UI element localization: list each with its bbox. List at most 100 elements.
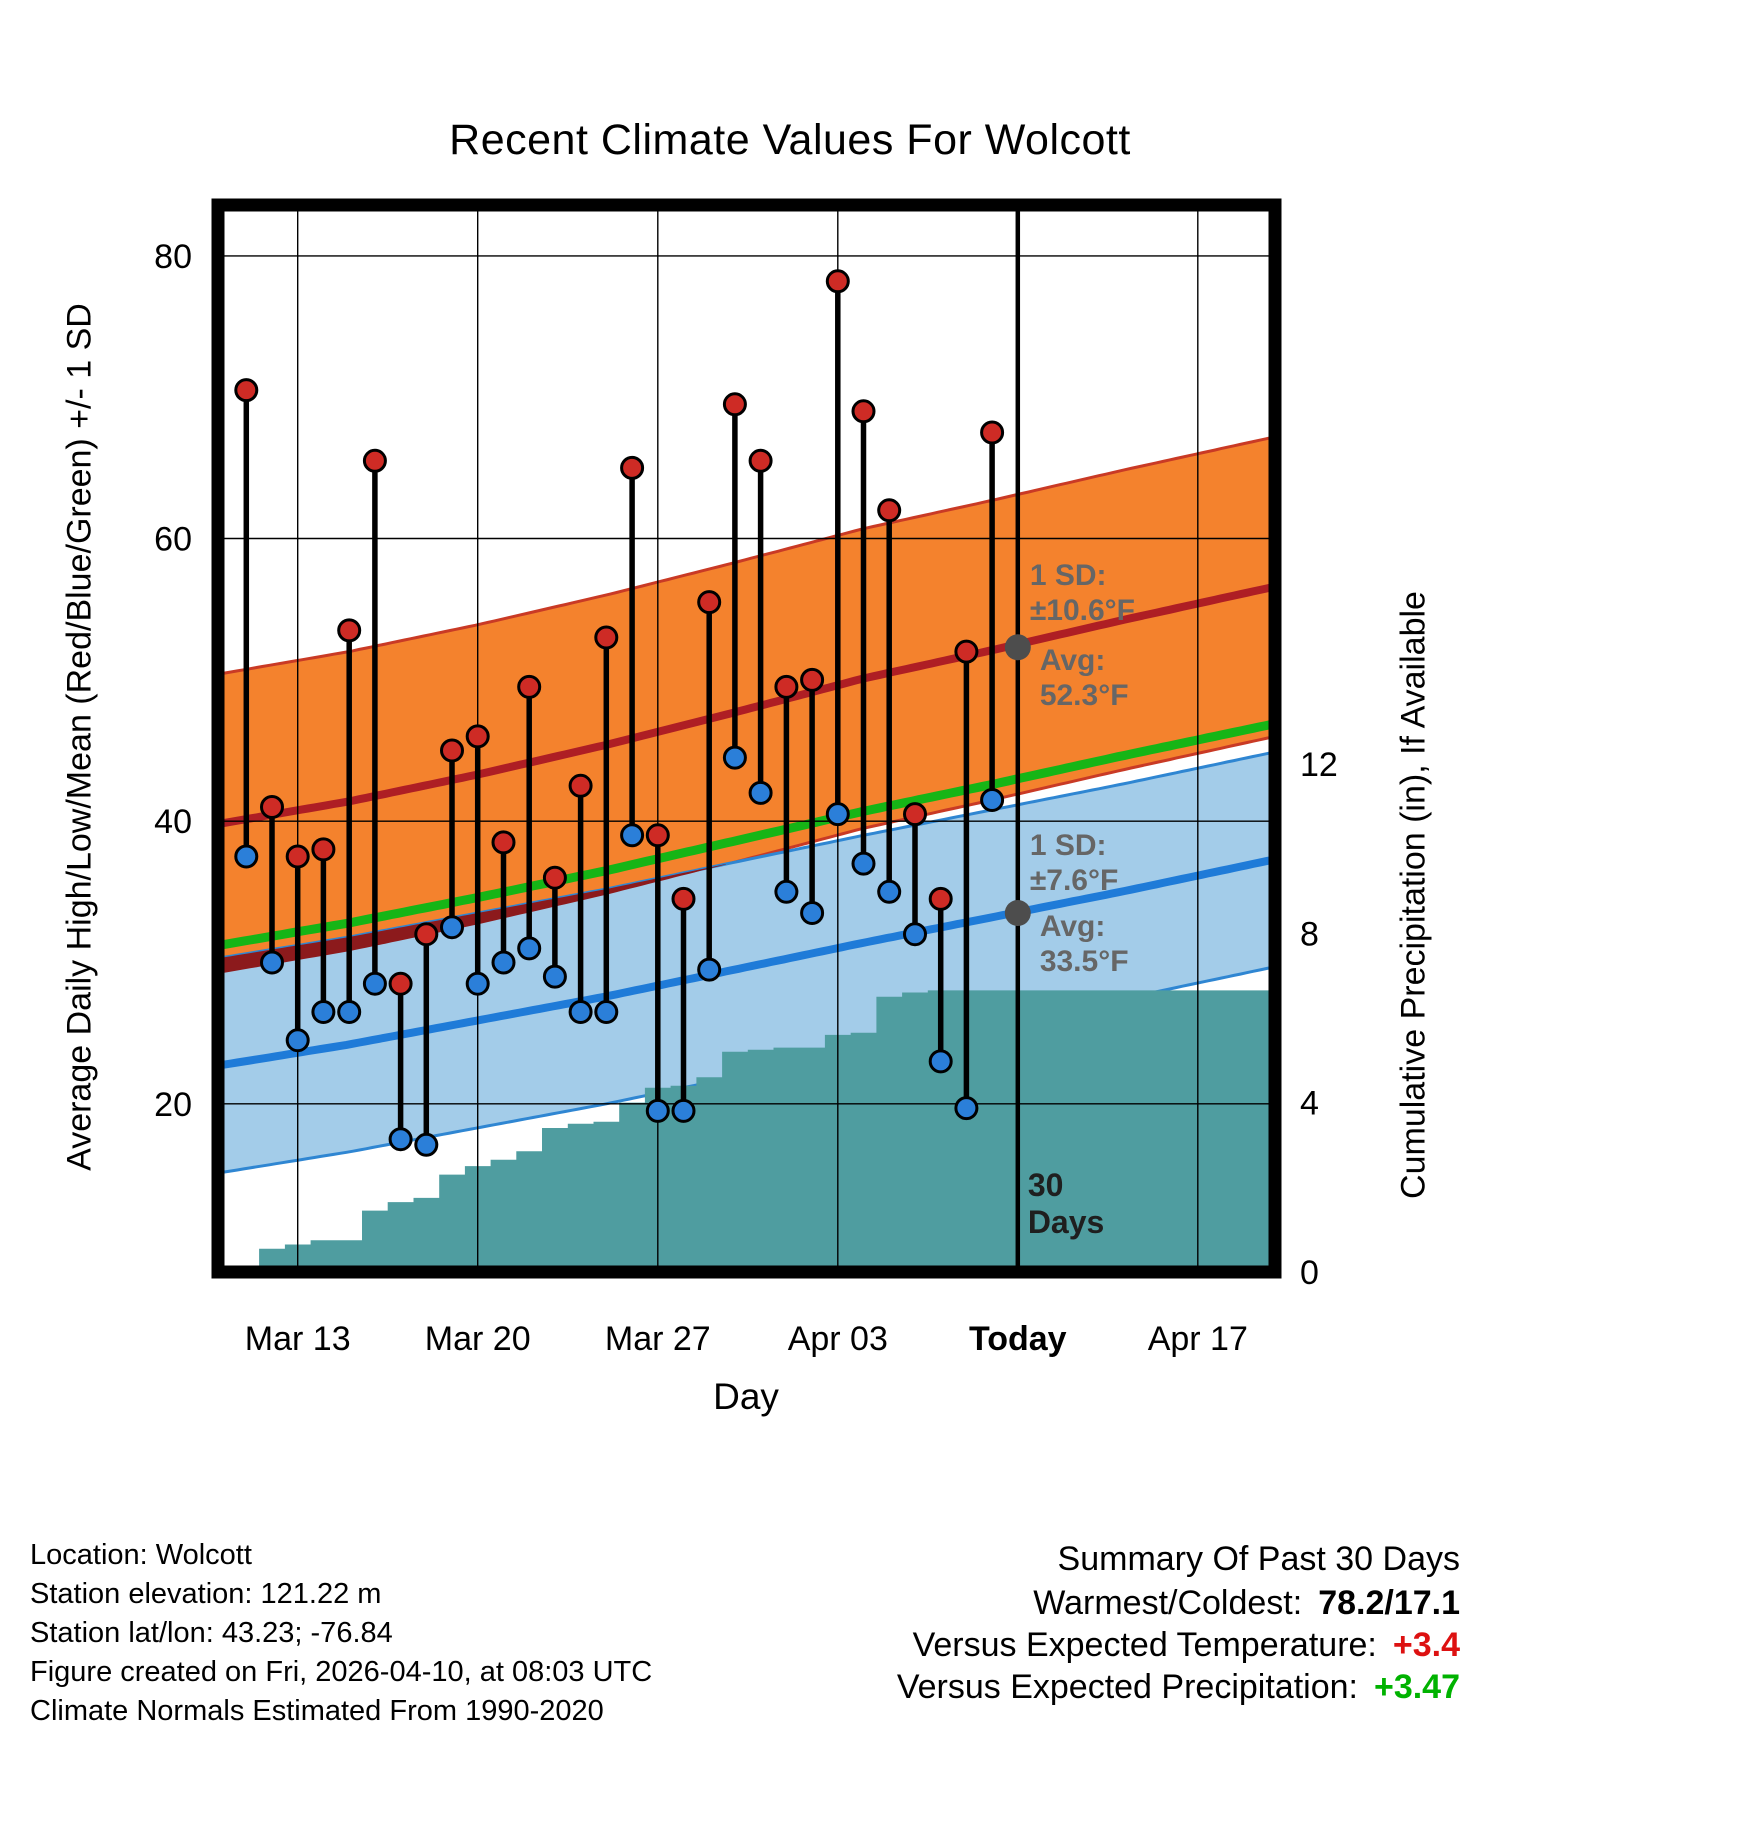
x-tick-label: Mar 20 xyxy=(425,1320,531,1358)
daily-high-dot xyxy=(414,922,439,947)
daily-low-dot xyxy=(542,964,567,989)
daily-high-dot xyxy=(465,724,490,749)
daily-low-dot xyxy=(491,950,516,975)
daily-low-dot xyxy=(465,971,490,996)
daily-low-dot xyxy=(337,1000,362,1024)
daily-high-dot xyxy=(774,674,799,699)
left-axis-label: Average Daily High/Low/Mean (Red/Blue/Gr… xyxy=(60,303,99,1171)
figure-metadata: Location: Wolcott Station elevation: 121.… xyxy=(30,1536,652,1731)
summary-title: Summary Of Past 30 Days xyxy=(1057,1540,1460,1578)
avg-low-marker xyxy=(1004,900,1031,926)
daily-low-dot xyxy=(440,915,464,940)
daily-low-dot xyxy=(517,936,542,961)
left-tick-label: 20 xyxy=(154,1086,192,1124)
low-avg-annotation-value: 33.5°F xyxy=(1039,945,1129,979)
plot-border xyxy=(211,198,1282,1279)
low-avg-annotation-label: Avg: xyxy=(1039,910,1106,944)
daily-low-dot xyxy=(671,1098,696,1123)
x-tick-label: Mar 27 xyxy=(605,1320,711,1358)
right-tick-label: 8 xyxy=(1300,915,1319,953)
summary-row: Versus Expected Temperature: +3.4 xyxy=(897,1624,1460,1666)
high-avg-annotation: Avg: 52.3°F xyxy=(1040,643,1129,713)
daily-high-dot xyxy=(568,773,593,798)
summary-row-label: Warmest/Coldest: xyxy=(1033,1584,1303,1622)
metadata-line: Climate Normals Estimated From 1990-2020 xyxy=(30,1695,604,1727)
summary-row-value: +3.47 xyxy=(1373,1668,1460,1706)
avg-mean-line xyxy=(217,719,1276,950)
high-avg-annotation-value: 52.3°F xyxy=(1039,679,1129,713)
high-avg-annotation-label: Avg: xyxy=(1039,644,1106,678)
avg-low-line xyxy=(217,855,1276,1070)
daily-high-dot xyxy=(542,865,567,890)
daily-high-dot xyxy=(851,399,876,424)
daily-low-dot xyxy=(362,971,387,996)
daily-high-dot xyxy=(234,378,259,403)
daily-low-dot xyxy=(620,823,645,848)
daily-low-dot xyxy=(800,901,825,925)
summary-row-label: Versus Expected Temperature: xyxy=(912,1626,1377,1664)
daily-low-dot xyxy=(645,1098,670,1123)
low-sd-annotation: 1 SD: ±7.6°F xyxy=(1030,828,1119,898)
daily-high-dot xyxy=(954,639,979,664)
high-sd-annotation-label: 1 SD: xyxy=(1029,559,1107,593)
daily-high-dot xyxy=(671,886,696,911)
daily-high-dot xyxy=(311,837,336,862)
summary-row: Versus Expected Precipitation: +3.47 xyxy=(897,1666,1460,1708)
daily-low-dot xyxy=(568,1000,593,1024)
summary-row-value: 78.2/17.1 xyxy=(1318,1584,1460,1622)
daily-high-dot xyxy=(260,795,284,819)
right-tick-label: 12 xyxy=(1300,746,1338,784)
daily-high-dot xyxy=(620,455,645,480)
left-tick-label: 40 xyxy=(154,803,192,841)
daily-high-dot xyxy=(285,844,310,869)
daily-high-dot xyxy=(645,823,670,848)
right-tick-label: 0 xyxy=(1300,1254,1319,1292)
summary-row: Warmest/Coldest: 78.2/17.1 xyxy=(897,1582,1460,1624)
daily-high-dot xyxy=(980,420,1005,445)
daily-low-dot xyxy=(697,957,722,982)
band-overlap-region xyxy=(218,864,726,974)
daily-low-dot xyxy=(774,879,799,904)
daily-low-dot xyxy=(903,922,927,947)
avg-high-marker xyxy=(1004,634,1031,661)
daily-high-dot xyxy=(697,590,722,615)
high-sd-annotation-value: ±10.6°F xyxy=(1029,594,1135,628)
daily-low-dot xyxy=(851,851,876,876)
daily-low-dot xyxy=(980,788,1005,812)
x-tick-label: Mar 13 xyxy=(245,1320,351,1358)
low-sd-annotation-value: ±7.6°F xyxy=(1029,864,1119,898)
daily-high-dot xyxy=(825,269,850,294)
daily-low-dot xyxy=(748,780,773,805)
left-tick-label: 60 xyxy=(154,521,192,559)
right-axis-label: Cumulative Precipitation (in), If Availa… xyxy=(1394,591,1433,1199)
summary-rows: Warmest/Coldest: 78.2/17.1 Versus Expected… xyxy=(897,1582,1460,1708)
daily-high-dot xyxy=(362,448,387,473)
daily-high-dot xyxy=(517,674,542,699)
daily-high-dot xyxy=(748,448,773,473)
left-tick-label: 80 xyxy=(154,238,192,276)
daily-low-dot xyxy=(928,1049,953,1074)
daily-low-dot xyxy=(311,1000,336,1024)
daily-low-dot xyxy=(594,1000,619,1024)
cumulative-precip-area xyxy=(233,990,1275,1272)
daily-high-dot xyxy=(337,618,362,643)
low-temp-band xyxy=(218,751,1275,1174)
x-tick-label: Today xyxy=(969,1320,1067,1358)
thirty-days-annotation-line1: 30 xyxy=(1027,1167,1064,1204)
metadata-line: Figure created on Fri, 2026-04-10, at 08… xyxy=(30,1656,653,1688)
daily-low-dot xyxy=(285,1028,310,1053)
daily-low-dot xyxy=(388,1127,413,1152)
daily-low-dot xyxy=(825,802,850,827)
daily-high-dot xyxy=(800,667,825,692)
avg-high-line xyxy=(217,582,1276,828)
high-sd-annotation: 1 SD: ±10.6°F xyxy=(1030,558,1135,628)
summary-row-label: Versus Expected Precipitation: xyxy=(896,1668,1358,1706)
chart-title: Recent Climate Values For Wolcott xyxy=(449,116,1131,164)
x-axis-label: Day xyxy=(713,1376,779,1417)
low-band-top-edge xyxy=(217,750,1276,960)
metadata-line: Station elevation: 121.22 m xyxy=(30,1578,382,1610)
low-sd-annotation-label: 1 SD: xyxy=(1029,829,1107,863)
daily-low-dot xyxy=(877,879,902,904)
